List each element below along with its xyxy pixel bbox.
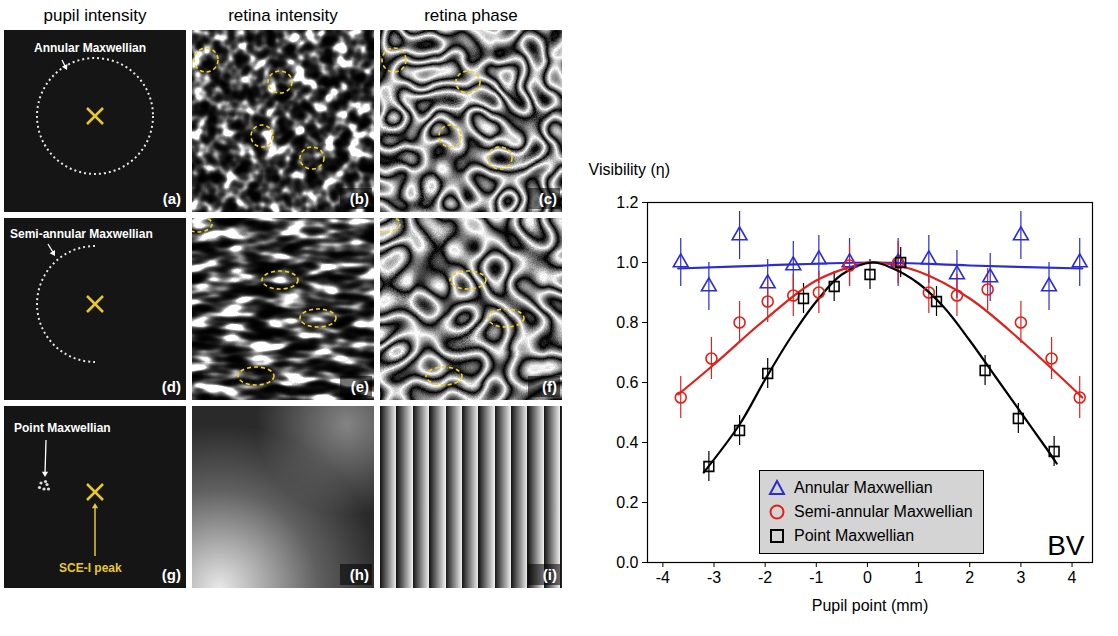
svg-text:0.8: 0.8 xyxy=(616,314,638,331)
svg-text:0.0: 0.0 xyxy=(616,554,638,571)
svg-text:1.2: 1.2 xyxy=(616,194,638,211)
svg-text:1: 1 xyxy=(914,569,923,586)
svg-text:1.0: 1.0 xyxy=(616,254,638,271)
svg-text:Semi-annular Maxwellian: Semi-annular Maxwellian xyxy=(10,227,153,241)
svg-text:0.4: 0.4 xyxy=(616,434,638,451)
svg-text:2: 2 xyxy=(965,569,974,586)
svg-text:(d): (d) xyxy=(162,378,181,395)
svg-text:(e): (e) xyxy=(351,378,369,395)
svg-text:Pupil point (mm): Pupil point (mm) xyxy=(812,597,928,614)
svg-text:(i): (i) xyxy=(543,566,557,583)
html-text:Annular Maxwellian: Annular Maxwellian xyxy=(794,479,933,496)
svg-text:(f): (f) xyxy=(542,378,557,395)
svg-text:(h): (h) xyxy=(350,566,369,583)
svg-text:Annular Maxwellian: Annular Maxwellian xyxy=(34,41,146,55)
svg-text:4: 4 xyxy=(1068,569,1077,586)
html-text:Point Maxwellian: Point Maxwellian xyxy=(794,527,915,544)
svg-text:-1: -1 xyxy=(809,569,823,586)
svg-text:(g): (g) xyxy=(162,566,181,583)
svg-text:0.2: 0.2 xyxy=(616,494,638,511)
svg-text:-2: -2 xyxy=(758,569,772,586)
svg-text:Point Maxwellian: Point Maxwellian xyxy=(14,421,111,435)
svg-text:SCE-I peak: SCE-I peak xyxy=(59,561,122,575)
svg-text:3: 3 xyxy=(1016,569,1025,586)
html-text:retina intensity: retina intensity xyxy=(228,6,338,25)
svg-text:(b): (b) xyxy=(350,190,369,207)
html-text:retina phase: retina phase xyxy=(424,6,518,25)
svg-text:-4: -4 xyxy=(656,569,670,586)
html-text:Semi-annular Maxwellian: Semi-annular Maxwellian xyxy=(794,503,973,520)
svg-text:BV: BV xyxy=(1047,530,1085,561)
svg-text:(a): (a) xyxy=(163,190,181,207)
svg-text:Visibility (η): Visibility (η) xyxy=(589,161,671,178)
html-text:pupil intensity: pupil intensity xyxy=(43,6,147,25)
svg-text:0: 0 xyxy=(863,569,872,586)
svg-text:(c): (c) xyxy=(539,190,557,207)
svg-text:-3: -3 xyxy=(707,569,721,586)
svg-text:0.6: 0.6 xyxy=(616,374,638,391)
